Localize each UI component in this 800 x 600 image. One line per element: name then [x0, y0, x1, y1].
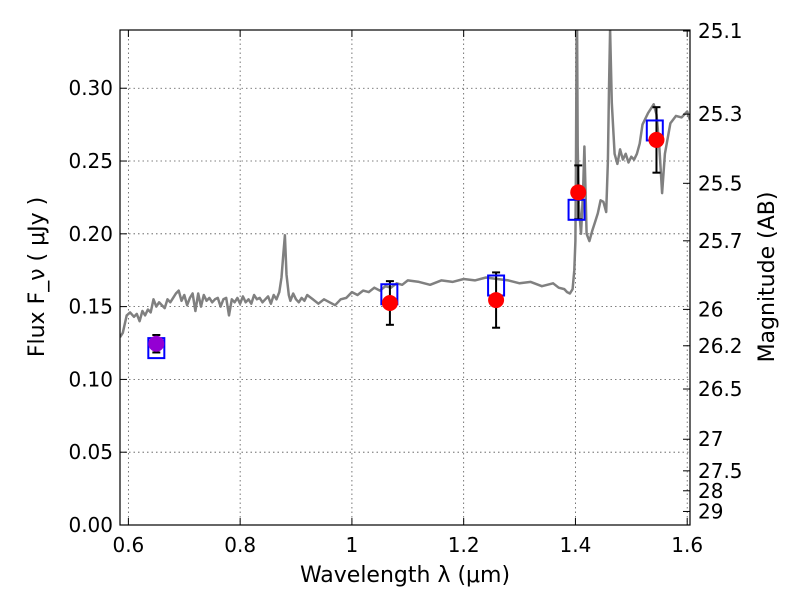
magnitude-tick-label: 25.3 — [698, 102, 743, 126]
x-tick-label: 0.6 — [112, 533, 144, 557]
plot-frame — [119, 29, 691, 526]
x-axis: 0.6 0.8 1 1.2 1.4 1.6 — [112, 30, 703, 557]
y-tick-label: 0.30 — [68, 76, 113, 100]
x-tick-label: 0.8 — [224, 533, 256, 557]
y-tick-label: 0.15 — [68, 295, 113, 319]
y-tick-label: 0.20 — [68, 222, 113, 246]
plot-area — [120, 30, 690, 525]
observed-point-marker — [648, 131, 665, 148]
spectrum-line — [120, 30, 690, 338]
x-axis-label: Wavelength λ (μm) — [300, 563, 510, 588]
x-tick-label: 1.6 — [671, 533, 703, 557]
magnitude-tick-label: 28 — [698, 479, 723, 503]
observed-point-marker — [381, 294, 398, 311]
y-axis: 0.00 0.05 0.10 0.15 0.20 0.25 0.30 — [68, 76, 127, 537]
observed-point-marker — [570, 184, 587, 201]
y-tick-label: 0.00 — [68, 513, 113, 537]
y-tick-label: 0.05 — [68, 440, 113, 464]
magnitude-tick-label: 25.5 — [698, 171, 743, 195]
y-tick-label: 0.25 — [68, 149, 113, 173]
y-axis-label: Flux F_ν ( μJy ) — [25, 197, 50, 357]
observed-point-marker — [488, 292, 505, 309]
observed-markers — [148, 131, 665, 352]
x-tick-label: 1.4 — [560, 533, 592, 557]
x-tick-label: 1 — [346, 533, 359, 557]
magnitude-axis-label: Magnitude (AB) — [755, 192, 780, 363]
error-bars — [152, 106, 661, 354]
magnitude-tick-label: 27 — [698, 427, 723, 451]
magnitude-tick-label: 27.5 — [698, 459, 743, 483]
y-tick-label: 0.10 — [68, 367, 113, 391]
x-tick-label: 1.2 — [448, 533, 480, 557]
magnitude-tick-label: 25.1 — [698, 19, 743, 43]
magnitude-tick-label: 26 — [698, 297, 723, 321]
magnitude-tick-label: 29 — [698, 499, 723, 523]
observed-point-marker — [148, 335, 165, 352]
magnitude-tick-label: 26.2 — [698, 334, 743, 358]
magnitude-tick-label: 25.7 — [698, 229, 743, 253]
magnitude-tick-label: 26.5 — [698, 377, 743, 401]
